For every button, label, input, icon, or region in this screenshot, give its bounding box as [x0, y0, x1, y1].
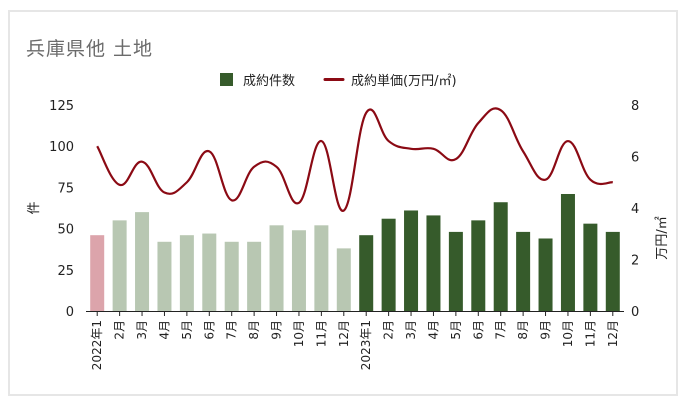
bar — [269, 225, 284, 311]
x-tick-label: 8月 — [247, 320, 261, 340]
bar — [314, 225, 329, 311]
x-tick-label: 11月 — [314, 320, 328, 347]
y2-tick-label: 6 — [631, 151, 639, 166]
bar — [426, 215, 441, 311]
bar — [605, 231, 620, 311]
x-tick-label: 12月 — [606, 320, 620, 347]
legend-label-line: 成約単価(万円/㎡) — [351, 73, 457, 89]
bar — [157, 241, 172, 311]
legend: 成約件数 成約単価(万円/㎡) — [220, 73, 457, 89]
bar — [381, 218, 396, 311]
bar — [404, 210, 419, 311]
y2-tick-label: 4 — [631, 202, 639, 217]
chart-title: 兵庫県他 土地 — [26, 38, 154, 60]
bar — [359, 235, 374, 311]
x-tick-label: 6月 — [202, 320, 216, 340]
bar — [516, 231, 531, 311]
x-tick-label: 9月 — [270, 320, 284, 340]
x-tick-label: 9月 — [539, 320, 553, 340]
y2-tick-label: 2 — [631, 254, 639, 269]
bar — [583, 223, 598, 311]
x-tick-label: 6月 — [471, 320, 485, 340]
bar — [179, 235, 194, 311]
bar — [202, 233, 217, 311]
legend-label-bars: 成約件数 — [243, 74, 295, 89]
x-tick-label: 2月 — [113, 320, 127, 340]
x-tick-label: 2月 — [382, 320, 396, 340]
price-line — [96, 107, 613, 212]
y-tick-label: 125 — [49, 99, 74, 114]
x-tick-label: 5月 — [449, 320, 463, 340]
x-tick-label: 5月 — [180, 320, 194, 340]
x-tick-label: 7月 — [494, 320, 508, 340]
bar-series — [90, 193, 620, 311]
y-tick-label: 100 — [49, 140, 74, 155]
bar — [336, 248, 351, 311]
bar — [90, 235, 105, 311]
x-tick-label: 7月 — [225, 320, 239, 340]
x-tick-label: 11月 — [583, 320, 597, 347]
bar — [471, 220, 486, 311]
legend-swatch-bars — [220, 73, 233, 86]
x-tick-label: 8月 — [516, 320, 530, 340]
bar — [493, 202, 508, 311]
bar — [135, 212, 150, 311]
y-axis-title: 件 — [27, 201, 42, 214]
x-tick-label: 10月 — [292, 320, 306, 347]
bar — [112, 220, 127, 311]
bar — [560, 193, 575, 311]
bar — [448, 231, 463, 311]
y2-tick-label: 0 — [631, 305, 639, 320]
x-tick-label: 2023年1 — [359, 320, 373, 370]
axes: 0 25 50 75 100 125 0 2 4 6 8 2022年1 2月 3月 4月 5月 6月 7月 8月 9月… — [27, 99, 670, 370]
x-tick-label: 3月 — [404, 320, 418, 340]
x-tick-label: 4月 — [157, 320, 171, 340]
bar — [247, 241, 262, 311]
y-tick-label: 0 — [66, 305, 74, 320]
y-tick-label: 50 — [57, 223, 74, 238]
y-tick-label: 25 — [57, 264, 74, 279]
x-tick-label: 2022年1 — [90, 320, 104, 370]
bar — [224, 241, 239, 311]
line-series — [96, 107, 613, 212]
bar — [291, 230, 306, 311]
bar — [538, 238, 553, 311]
x-tick-label: 12月 — [337, 320, 351, 347]
y2-axis-title: 万円/㎡ — [655, 216, 670, 259]
x-tick-label: 4月 — [426, 320, 440, 340]
x-tick-label: 3月 — [135, 320, 149, 340]
y-tick-label: 75 — [57, 181, 74, 196]
y2-tick-label: 8 — [631, 99, 639, 114]
x-tick-label: 10月 — [561, 320, 575, 347]
